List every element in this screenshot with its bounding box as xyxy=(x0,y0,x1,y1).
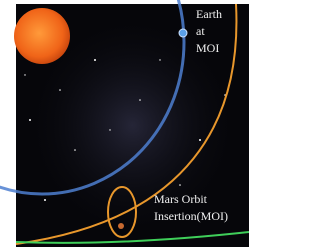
sun xyxy=(14,8,70,64)
earth-label-line: Earth xyxy=(196,7,222,21)
earth-label-line: at xyxy=(196,24,205,38)
mars-label-line: Mars Orbit xyxy=(154,192,208,206)
earth xyxy=(179,29,187,37)
mars xyxy=(118,223,124,229)
earth-label-line: MOI xyxy=(196,41,219,55)
diagram: Earth at MOI Mars Orbit Insertion(MOI) xyxy=(0,0,249,247)
mars-label-line: Insertion(MOI) xyxy=(154,209,228,223)
